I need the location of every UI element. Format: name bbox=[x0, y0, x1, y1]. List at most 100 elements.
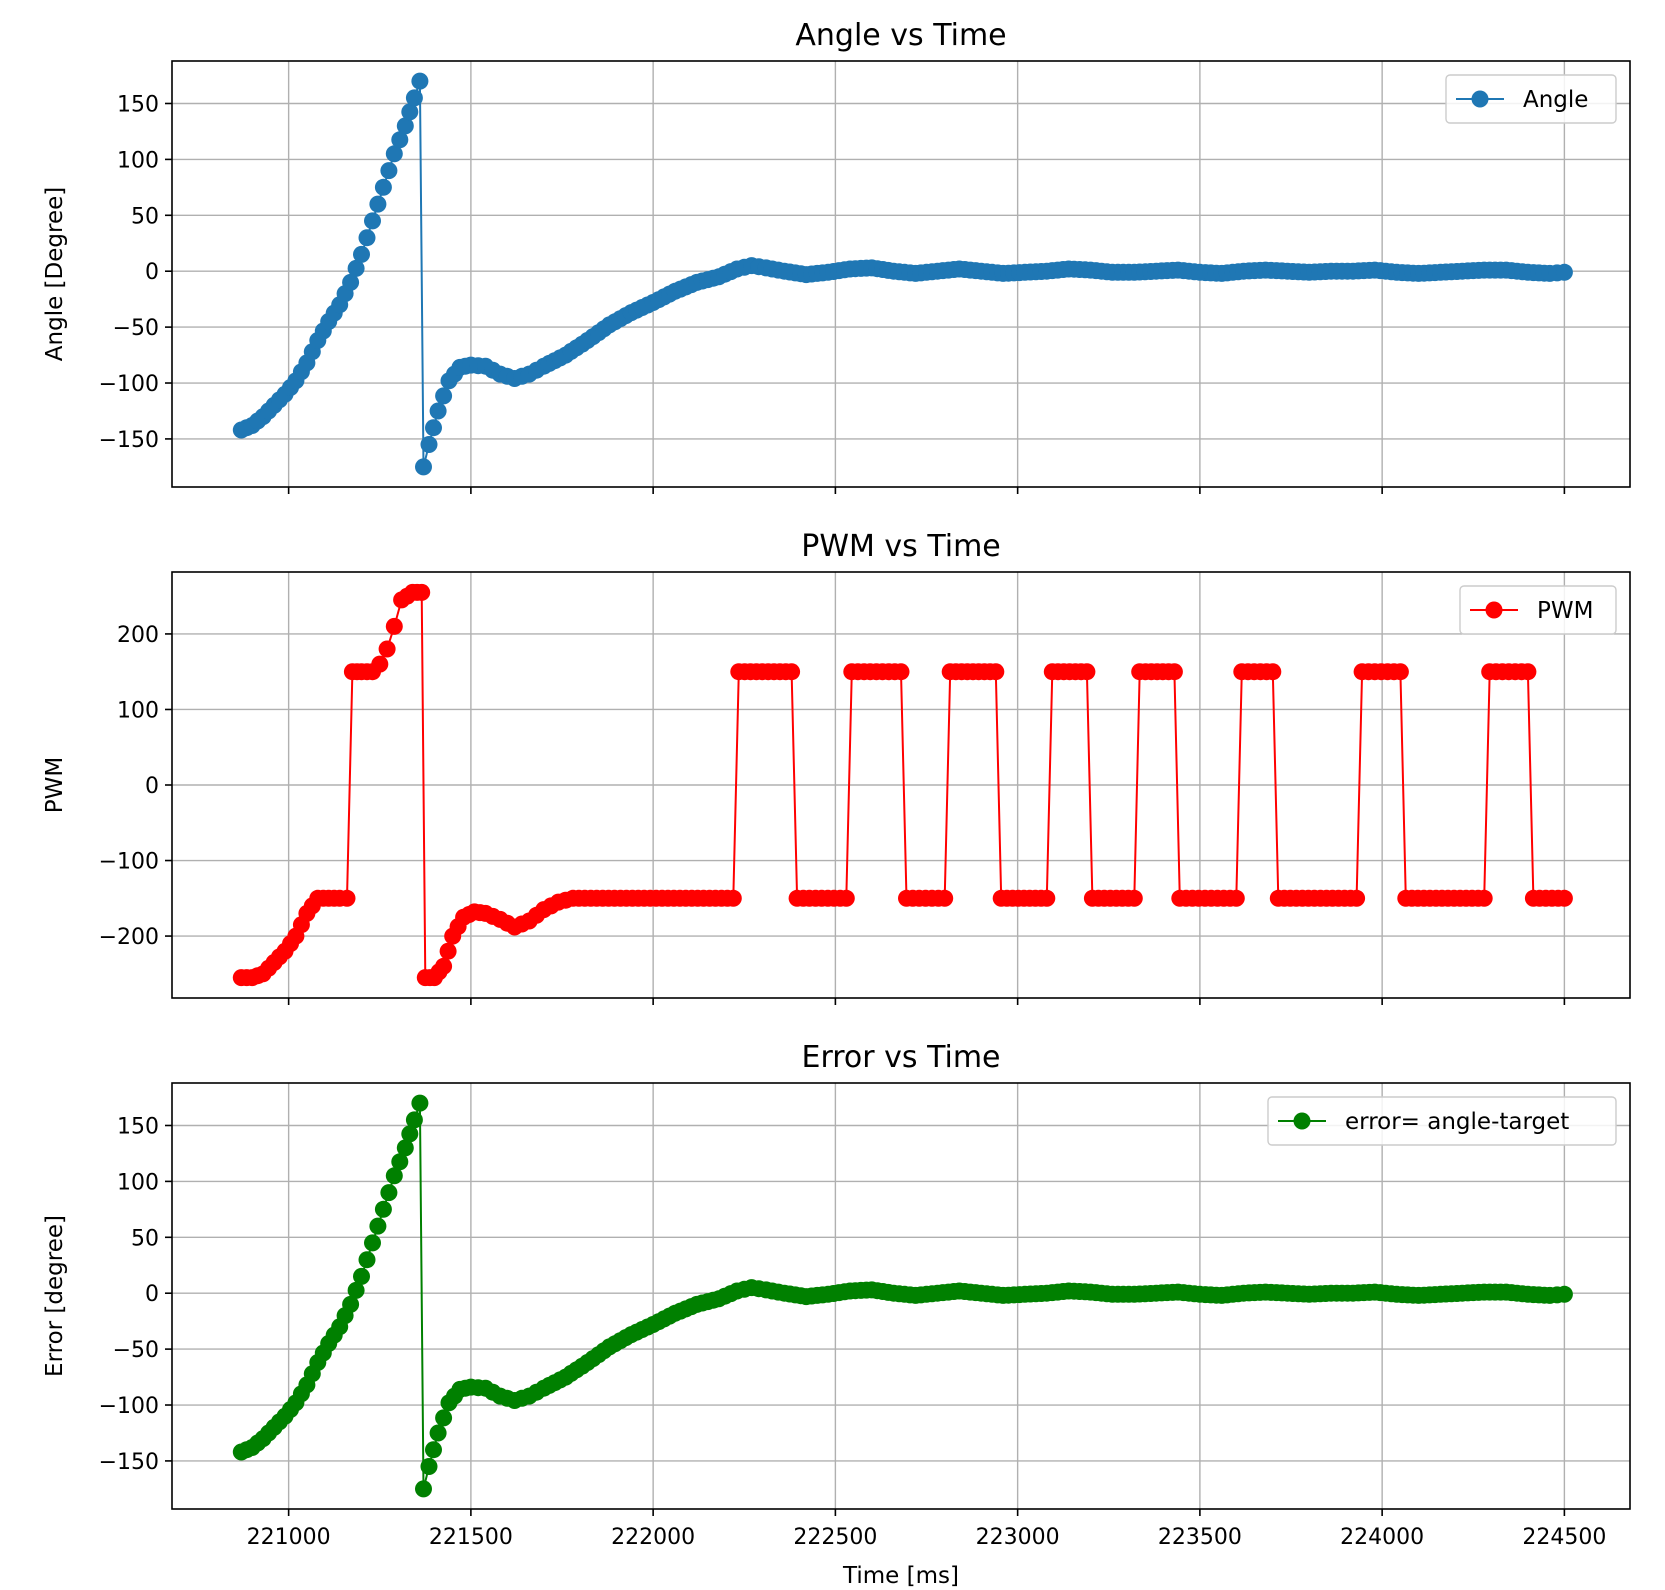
data-point bbox=[1519, 663, 1537, 681]
data-point bbox=[724, 889, 742, 907]
data-point bbox=[415, 458, 432, 476]
y-tick-label: −150 bbox=[99, 428, 159, 453]
y-tick-label: 100 bbox=[117, 1170, 159, 1195]
data-point bbox=[396, 1139, 414, 1157]
x-tick-label: 221000 bbox=[247, 1525, 331, 1550]
data-point bbox=[435, 1409, 453, 1427]
y-tick-label: −100 bbox=[99, 1394, 159, 1419]
data-point bbox=[420, 436, 438, 453]
series-markers bbox=[232, 583, 1573, 987]
x-tick-label: 224500 bbox=[1522, 1525, 1606, 1550]
data-point bbox=[413, 583, 431, 601]
y-tick-label: 200 bbox=[117, 623, 159, 648]
data-point bbox=[380, 1184, 398, 1202]
data-point bbox=[1555, 1285, 1573, 1303]
data-point bbox=[435, 957, 453, 975]
chart-title: Angle vs Time bbox=[795, 18, 1006, 53]
x-tick-label: 221500 bbox=[429, 1525, 513, 1550]
data-point bbox=[1165, 663, 1183, 681]
series-1 bbox=[232, 72, 1573, 476]
legend-marker-icon bbox=[1293, 1112, 1311, 1130]
y-tick-label: 0 bbox=[145, 774, 159, 799]
data-point bbox=[783, 663, 801, 681]
data-point bbox=[1391, 663, 1409, 681]
y-ticks: −200 −100 0 100 200 bbox=[99, 623, 172, 950]
series-1 bbox=[232, 1094, 1573, 1498]
data-point bbox=[1038, 889, 1056, 907]
x-ticks: 221000 221500 222000 222500 223000 223500 2240… bbox=[247, 1509, 1606, 1550]
y-tick-label: 50 bbox=[131, 204, 159, 229]
data-point bbox=[411, 72, 429, 90]
legend: PWM bbox=[1459, 585, 1617, 635]
data-point bbox=[1475, 889, 1493, 907]
legend-marker-icon bbox=[1471, 90, 1489, 108]
data-point bbox=[353, 245, 370, 263]
data-point bbox=[378, 640, 396, 658]
legend-label: Angle bbox=[1523, 87, 1588, 113]
data-point bbox=[369, 195, 387, 213]
data-point bbox=[385, 617, 403, 635]
data-point bbox=[342, 273, 360, 291]
data-point bbox=[415, 1480, 432, 1498]
y-tick-label: 0 bbox=[145, 260, 159, 285]
data-point bbox=[429, 1424, 447, 1442]
data-point bbox=[396, 117, 414, 135]
data-point bbox=[425, 419, 442, 437]
x-tick-label: 222000 bbox=[611, 1525, 695, 1550]
x-tick-label: 224000 bbox=[1340, 1525, 1424, 1550]
data-point bbox=[401, 1125, 419, 1143]
legend-label: PWM bbox=[1537, 598, 1593, 624]
x-tick-label: 223000 bbox=[976, 1525, 1060, 1550]
x-tick-label: 223500 bbox=[1158, 1525, 1242, 1550]
chart-title: PWM vs Time bbox=[801, 529, 1001, 564]
data-point bbox=[347, 1281, 365, 1299]
data-point bbox=[347, 259, 365, 277]
axes-frame bbox=[171, 60, 1631, 488]
data-point bbox=[1555, 889, 1573, 907]
x-axis-label: Time [ms] bbox=[842, 1563, 959, 1589]
y-axis-label: Error [degree] bbox=[42, 1215, 68, 1377]
chart-title: Error vs Time bbox=[802, 1040, 1001, 1075]
data-point bbox=[371, 655, 389, 673]
series-markers bbox=[232, 72, 1573, 476]
y-tick-label: −100 bbox=[99, 372, 159, 397]
data-point bbox=[411, 1094, 429, 1112]
data-point bbox=[358, 1251, 376, 1269]
y-tick-label: 50 bbox=[131, 1226, 159, 1251]
legend-label: error= angle-target bbox=[1345, 1109, 1569, 1135]
data-point bbox=[385, 1167, 403, 1185]
data-point bbox=[837, 889, 855, 907]
chart-1: −150 −100 −50 0 50 100 150 Angle vs Time Angle [… bbox=[42, 18, 1631, 494]
data-point bbox=[369, 1217, 387, 1235]
chart-3: 221000 221500 222000 222500 223000 223500 2240… bbox=[42, 1040, 1631, 1589]
data-point bbox=[401, 103, 419, 121]
data-point bbox=[1125, 889, 1143, 907]
legend-marker-icon bbox=[1485, 601, 1503, 619]
data-point bbox=[1555, 263, 1573, 281]
data-point bbox=[439, 942, 457, 960]
data-point bbox=[425, 1441, 442, 1459]
data-point bbox=[1348, 889, 1366, 907]
y-tick-label: 150 bbox=[117, 92, 159, 117]
data-point bbox=[435, 387, 453, 405]
data-point bbox=[364, 1234, 381, 1252]
x-tick-label: 222500 bbox=[793, 1525, 877, 1550]
data-point bbox=[987, 663, 1005, 681]
x-ticks bbox=[287, 998, 1566, 1005]
data-point bbox=[353, 1267, 370, 1285]
data-point bbox=[391, 131, 409, 149]
legend-box bbox=[1459, 585, 1617, 635]
data-point bbox=[374, 1200, 392, 1218]
data-point bbox=[338, 889, 356, 907]
x-ticks bbox=[287, 487, 1566, 494]
series-markers bbox=[232, 1094, 1573, 1498]
y-ticks: −150 −100 −50 0 50 100 150 bbox=[99, 1114, 172, 1475]
y-tick-label: −50 bbox=[113, 316, 159, 341]
data-point bbox=[385, 145, 403, 163]
chart-2: −200 −100 0 100 200 PWM vs Time PWM PWM bbox=[42, 529, 1631, 1005]
data-point bbox=[374, 178, 392, 196]
data-point bbox=[429, 402, 447, 420]
grid bbox=[172, 61, 1630, 487]
data-point bbox=[405, 89, 423, 107]
